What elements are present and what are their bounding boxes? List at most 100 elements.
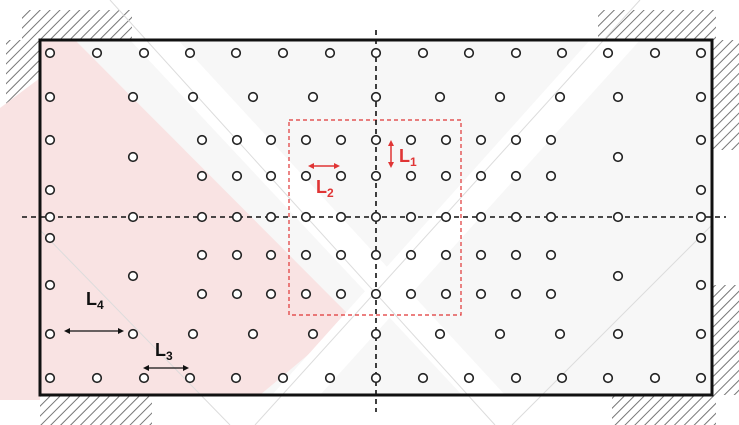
hole	[184, 47, 196, 59]
hole	[335, 134, 347, 146]
hole	[335, 211, 347, 223]
hole	[695, 134, 707, 146]
hole	[127, 270, 139, 282]
hole	[300, 249, 312, 261]
hole	[300, 288, 312, 300]
hole	[91, 372, 103, 384]
hole	[475, 170, 487, 182]
plate-frame	[38, 38, 714, 397]
hole	[127, 328, 139, 340]
support-top-right	[598, 10, 716, 40]
hole	[370, 372, 382, 384]
l4-label: L4	[86, 289, 104, 312]
holes	[44, 47, 707, 384]
hole	[335, 288, 347, 300]
hole	[307, 91, 319, 103]
hole	[138, 47, 150, 59]
dimension-l1: L1	[388, 140, 417, 169]
hole	[370, 47, 382, 59]
support-bottom-left	[40, 395, 152, 425]
hole	[184, 372, 196, 384]
hole	[231, 249, 243, 261]
hole	[556, 47, 568, 59]
hole	[545, 134, 557, 146]
hole	[695, 372, 707, 384]
hole	[300, 211, 312, 223]
hole	[695, 328, 707, 340]
highlight-wedge-outer	[0, 78, 40, 400]
hole	[277, 372, 289, 384]
hole	[612, 211, 624, 223]
hole	[405, 288, 417, 300]
hole	[434, 328, 446, 340]
hole	[405, 249, 417, 261]
hole	[265, 288, 277, 300]
hole	[265, 249, 277, 261]
hole	[695, 211, 707, 223]
hole	[475, 134, 487, 146]
hole	[370, 288, 382, 300]
hole	[475, 288, 487, 300]
hole	[649, 47, 661, 59]
hole	[612, 151, 624, 163]
hole	[230, 47, 242, 59]
hole	[494, 328, 506, 340]
hole	[475, 211, 487, 223]
hole	[463, 372, 475, 384]
hole	[300, 134, 312, 146]
hole	[545, 170, 557, 182]
hole	[440, 249, 452, 261]
dimension-l2: L2	[308, 163, 340, 200]
support-top-right-side	[712, 40, 739, 150]
hole	[127, 151, 139, 163]
hole	[370, 134, 382, 146]
hole	[196, 249, 208, 261]
hole	[91, 47, 103, 59]
hole	[44, 279, 56, 291]
hole	[405, 211, 417, 223]
support-top-left	[22, 10, 132, 40]
hole	[44, 91, 56, 103]
hole	[127, 91, 139, 103]
hole	[335, 170, 347, 182]
hole	[417, 47, 429, 59]
l1-label: L1	[399, 146, 417, 169]
hole	[44, 47, 56, 59]
hole	[612, 270, 624, 282]
hole	[417, 372, 429, 384]
hole	[510, 47, 522, 59]
hole	[510, 288, 522, 300]
support-bottom-right-side	[712, 285, 739, 395]
hole	[405, 134, 417, 146]
hole	[196, 134, 208, 146]
hole	[44, 211, 56, 223]
support-bottom-right	[612, 395, 716, 425]
hole	[265, 170, 277, 182]
hole	[494, 91, 506, 103]
hole	[247, 91, 259, 103]
hole	[196, 288, 208, 300]
hole	[695, 91, 707, 103]
hole	[440, 211, 452, 223]
hole	[324, 372, 336, 384]
hole	[440, 134, 452, 146]
hole	[307, 328, 319, 340]
hole	[187, 328, 199, 340]
hole	[277, 47, 289, 59]
faint-guides	[39, 0, 713, 425]
hole	[556, 372, 568, 384]
hole	[440, 170, 452, 182]
dimension-l3: L3	[143, 340, 189, 371]
hole	[44, 184, 56, 196]
hole	[695, 47, 707, 59]
hole	[554, 328, 566, 340]
hole	[138, 372, 150, 384]
hole	[475, 249, 487, 261]
hole	[370, 328, 382, 340]
hole	[44, 372, 56, 384]
hole	[231, 211, 243, 223]
hole	[335, 249, 347, 261]
hole	[231, 170, 243, 182]
hole	[440, 288, 452, 300]
